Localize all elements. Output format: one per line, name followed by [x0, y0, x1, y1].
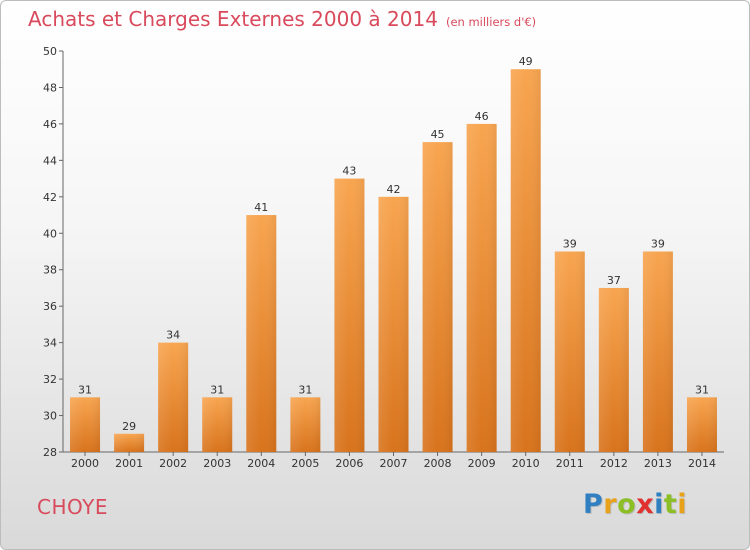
logo-letter: x	[636, 489, 655, 520]
x-tick-label: 2010	[512, 457, 540, 470]
data-label: 49	[519, 55, 533, 68]
data-label: 43	[342, 165, 356, 178]
bar-shading	[290, 397, 321, 452]
data-label: 37	[607, 274, 621, 287]
axes: 28 30 32 34 36 38 40 42 44 46 48 50 2000 2001 2002 2003…	[43, 45, 724, 470]
y-tick-label: 36	[43, 300, 57, 313]
y-tick-label: 46	[43, 118, 57, 131]
logo-letter: P	[583, 489, 604, 520]
chart-subtitle: (en milliers d'€)	[445, 15, 537, 29]
x-tick-label: 2003	[203, 457, 231, 470]
bar-shading	[510, 69, 541, 453]
logo-letter: i	[654, 489, 664, 520]
x-tick-label: 2009	[468, 457, 496, 470]
logo-letter: i	[677, 489, 688, 520]
place-name: CHOYE	[37, 495, 109, 519]
logo-letter: t	[663, 489, 678, 520]
x-tick-label: 2008	[424, 457, 452, 470]
data-label: 31	[695, 383, 709, 396]
bar-shading	[554, 251, 585, 452]
x-tick-label: 2001	[115, 457, 143, 470]
y-tick-label: 30	[43, 410, 57, 423]
bar-shading	[114, 433, 145, 452]
x-tick-label: 2004	[247, 457, 275, 470]
x-tick-label: 2014	[688, 457, 716, 470]
x-tick-label: 2005	[291, 457, 319, 470]
x-tick-label: 2012	[600, 457, 628, 470]
proxiti-logo: Proxiti	[583, 489, 687, 520]
y-tick-label: 40	[43, 227, 57, 240]
bar-shading	[686, 397, 717, 452]
data-label: 29	[122, 420, 136, 433]
data-label: 39	[651, 238, 665, 251]
chart-title: Achats et Charges Externes 2000 à 2014 (e…	[28, 7, 536, 31]
bars	[70, 69, 717, 453]
bar-shading	[378, 196, 409, 452]
y-tick-label: 50	[43, 45, 57, 58]
bar-shading	[158, 342, 189, 452]
bar-shading	[642, 251, 673, 452]
data-label: 31	[210, 383, 224, 396]
y-tick-label: 44	[43, 154, 57, 167]
data-label: 45	[431, 128, 445, 141]
y-tick-label: 28	[43, 446, 57, 459]
bar-shading	[70, 397, 101, 452]
y-tick-label: 38	[43, 264, 57, 277]
y-tick-label: 32	[43, 373, 57, 386]
x-tick-label: 2000	[71, 457, 99, 470]
logo-letter: o	[617, 489, 637, 520]
data-label: 31	[78, 383, 92, 396]
chart-title-text: Achats et Charges Externes 2000 à 2014	[28, 7, 438, 31]
x-tick-label: 2002	[159, 457, 187, 470]
x-tick-label: 2011	[556, 457, 584, 470]
data-label: 34	[166, 329, 180, 342]
value-labels: 31 29 34 31 41 31 43 42 45 46 49 39 37 39 31	[78, 55, 709, 433]
bar-shading	[422, 142, 453, 453]
data-label: 41	[254, 201, 268, 214]
x-tick-label: 2007	[380, 457, 408, 470]
bar-shading	[598, 287, 629, 452]
data-label: 42	[387, 183, 401, 196]
x-tick-label: 2013	[644, 457, 672, 470]
bar-shading	[202, 397, 233, 452]
y-tick-label: 34	[43, 337, 57, 350]
data-label: 31	[298, 383, 312, 396]
bar-shading	[334, 178, 365, 452]
bar-shading	[466, 123, 497, 452]
y-tick-label: 48	[43, 81, 57, 94]
x-tick-label: 2006	[335, 457, 363, 470]
y-tick-label: 42	[43, 191, 57, 204]
data-label: 46	[475, 110, 489, 123]
data-label: 39	[563, 238, 577, 251]
bar-shading	[246, 215, 277, 452]
logo-letter: r	[603, 489, 618, 520]
